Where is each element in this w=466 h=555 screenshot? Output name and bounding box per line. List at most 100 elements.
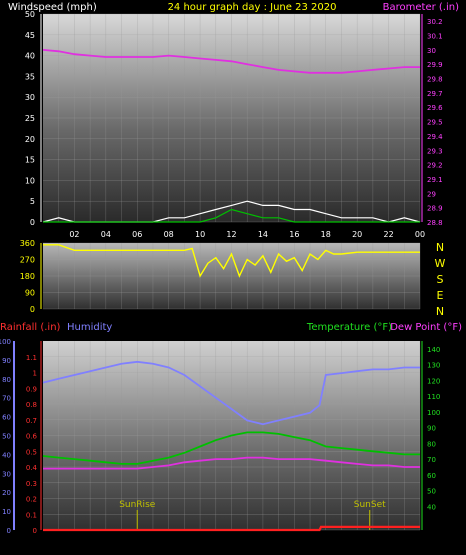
temperature-tick-label: 90 [427,425,436,433]
rainfall-tick-label: 0.7 [26,417,37,425]
compass-label: S [437,273,444,286]
hour-tick-label: 14 [258,230,268,239]
compass-label: W [435,257,446,270]
barometer-tick-label: 29.1 [427,176,443,184]
humidity-tick-label: 30 [2,470,11,478]
windspeed-tick-label: 25 [25,114,35,123]
windspeed-tick-label: 30 [25,93,35,102]
rainfall-tick-label: 0.4 [26,464,38,472]
rainfall-tick-label: 1.1 [26,354,37,362]
humidity-tick-label: 60 [2,414,11,422]
temperature-tick-label: 110 [427,393,440,401]
hour-tick-label: 08 [164,230,174,239]
barometer-tick-label: 29.4 [427,133,443,141]
barometer-tick-label: 28.9 [427,205,443,213]
humidity-tick-label: 0 [7,527,11,535]
rainfall-tick-label: 1 [33,370,37,378]
humidity-tick-label: 20 [2,489,11,497]
sun-event-label: SunRise [119,500,156,510]
rainfall-tick-label: 0 [33,527,37,535]
temperature-tick-label: 60 [427,472,436,480]
windspeed-tick-label: 50 [25,10,35,19]
rainfall-tick-label: 0.5 [26,448,37,456]
windspeed-tick-label: 5 [30,197,35,206]
barometer-tick-label: 28.8 [427,219,443,227]
barometer-tick-label: 29.6 [427,104,443,112]
wind-direction-tick-label: 360 [20,239,35,248]
humidity-tick-label: 100 [0,338,11,346]
barometer-tick-label: 30 [427,47,436,55]
rainfall-tick-label: 0.1 [26,511,37,519]
barometer-tick-label: 29.3 [427,147,443,155]
humidity-tick-label: 80 [2,376,11,384]
temperature-tick-label: 80 [427,440,436,448]
wind-direction-tick-label: 0 [30,305,35,314]
humidity-tick-label: 10 [2,508,11,516]
hour-tick-label: 16 [289,230,299,239]
barometer-axis-title: Barometer (.in) [383,2,459,13]
hour-tick-label: 22 [383,230,393,239]
windspeed-tick-label: 10 [25,176,35,185]
rainfall-tick-label: 0.6 [26,433,38,441]
hour-tick-label: 02 [69,230,79,239]
rainfall-tick-label: 0.2 [26,496,37,504]
sun-event-label: SunSet [354,500,386,510]
temperature-tick-label: 50 [427,488,436,496]
dew-point-axis-title: Dew Point (°F) [390,322,462,333]
windspeed-tick-label: 15 [25,156,35,165]
humidity-axis-title: Humidity [67,322,112,333]
compass-label: E [437,289,444,302]
compass-label: N [436,241,444,254]
temperature-axis-title: Temperature (°F) [306,322,392,333]
humidity-tick-label: 50 [2,433,11,441]
temperature-tick-label: 130 [427,362,440,370]
hour-tick-label: 20 [352,230,362,239]
barometer-tick-label: 30.1 [427,33,443,41]
barometer-tick-label: 29.8 [427,76,443,84]
rainfall-axis-title: Rainfall (.in) [0,322,61,333]
humidity-line [42,360,420,426]
humidity-tick-label: 70 [2,395,11,403]
temperature-tick-label: 140 [427,346,440,354]
temperature-tick-label: 40 [427,503,436,511]
wind_direction-line [43,244,420,278]
hour-tick-label: 06 [132,230,142,239]
windspeed-tick-label: 0 [30,218,35,227]
barometer-tick-label: 29.9 [427,61,443,69]
wind_gust-line [43,208,420,223]
barometer-tick-label: 29.7 [427,90,443,98]
barometer-tick-label: 30.2 [427,18,443,26]
windspeed-tick-label: 35 [25,72,35,81]
rainfall-tick-label: 0.8 [26,401,37,409]
wind-direction-tick-label: 90 [25,289,35,298]
compass-label: N [436,305,444,318]
wind-direction-tick-label: 180 [20,272,35,281]
windspeed-tick-label: 45 [25,31,35,40]
barometer-tick-label: 29 [427,190,436,198]
rainfall-tick-label: 0.9 [26,385,37,393]
windspeed-tick-label: 40 [25,52,35,61]
temperature-tick-label: 120 [427,377,440,385]
rainfall-line [43,525,420,532]
temperature-line [42,431,420,465]
barometer-line [42,49,420,74]
rainfall-tick-label: 0.3 [26,480,37,488]
dew_point-line [43,456,420,470]
hour-tick-label: 10 [195,230,205,239]
hour-tick-label: 04 [101,230,111,239]
wind-direction-tick-label: 270 [20,256,35,265]
temperature-tick-label: 70 [427,456,436,464]
temperature-tick-label: 100 [427,409,440,417]
barometer-tick-label: 29.2 [427,162,443,170]
humidity-tick-label: 40 [2,451,11,459]
chart-title: 24 hour graph day : June 23 2020 [168,2,337,13]
hour-tick-label: 00 [415,230,425,239]
humidity-tick-label: 90 [2,357,11,365]
windspeed-axis-title: Windspeed (mph) [8,2,97,13]
hour-tick-label: 12 [226,230,236,239]
hour-tick-label: 18 [321,230,331,239]
barometer-tick-label: 29.5 [427,119,443,127]
windspeed-tick-label: 20 [25,135,35,144]
